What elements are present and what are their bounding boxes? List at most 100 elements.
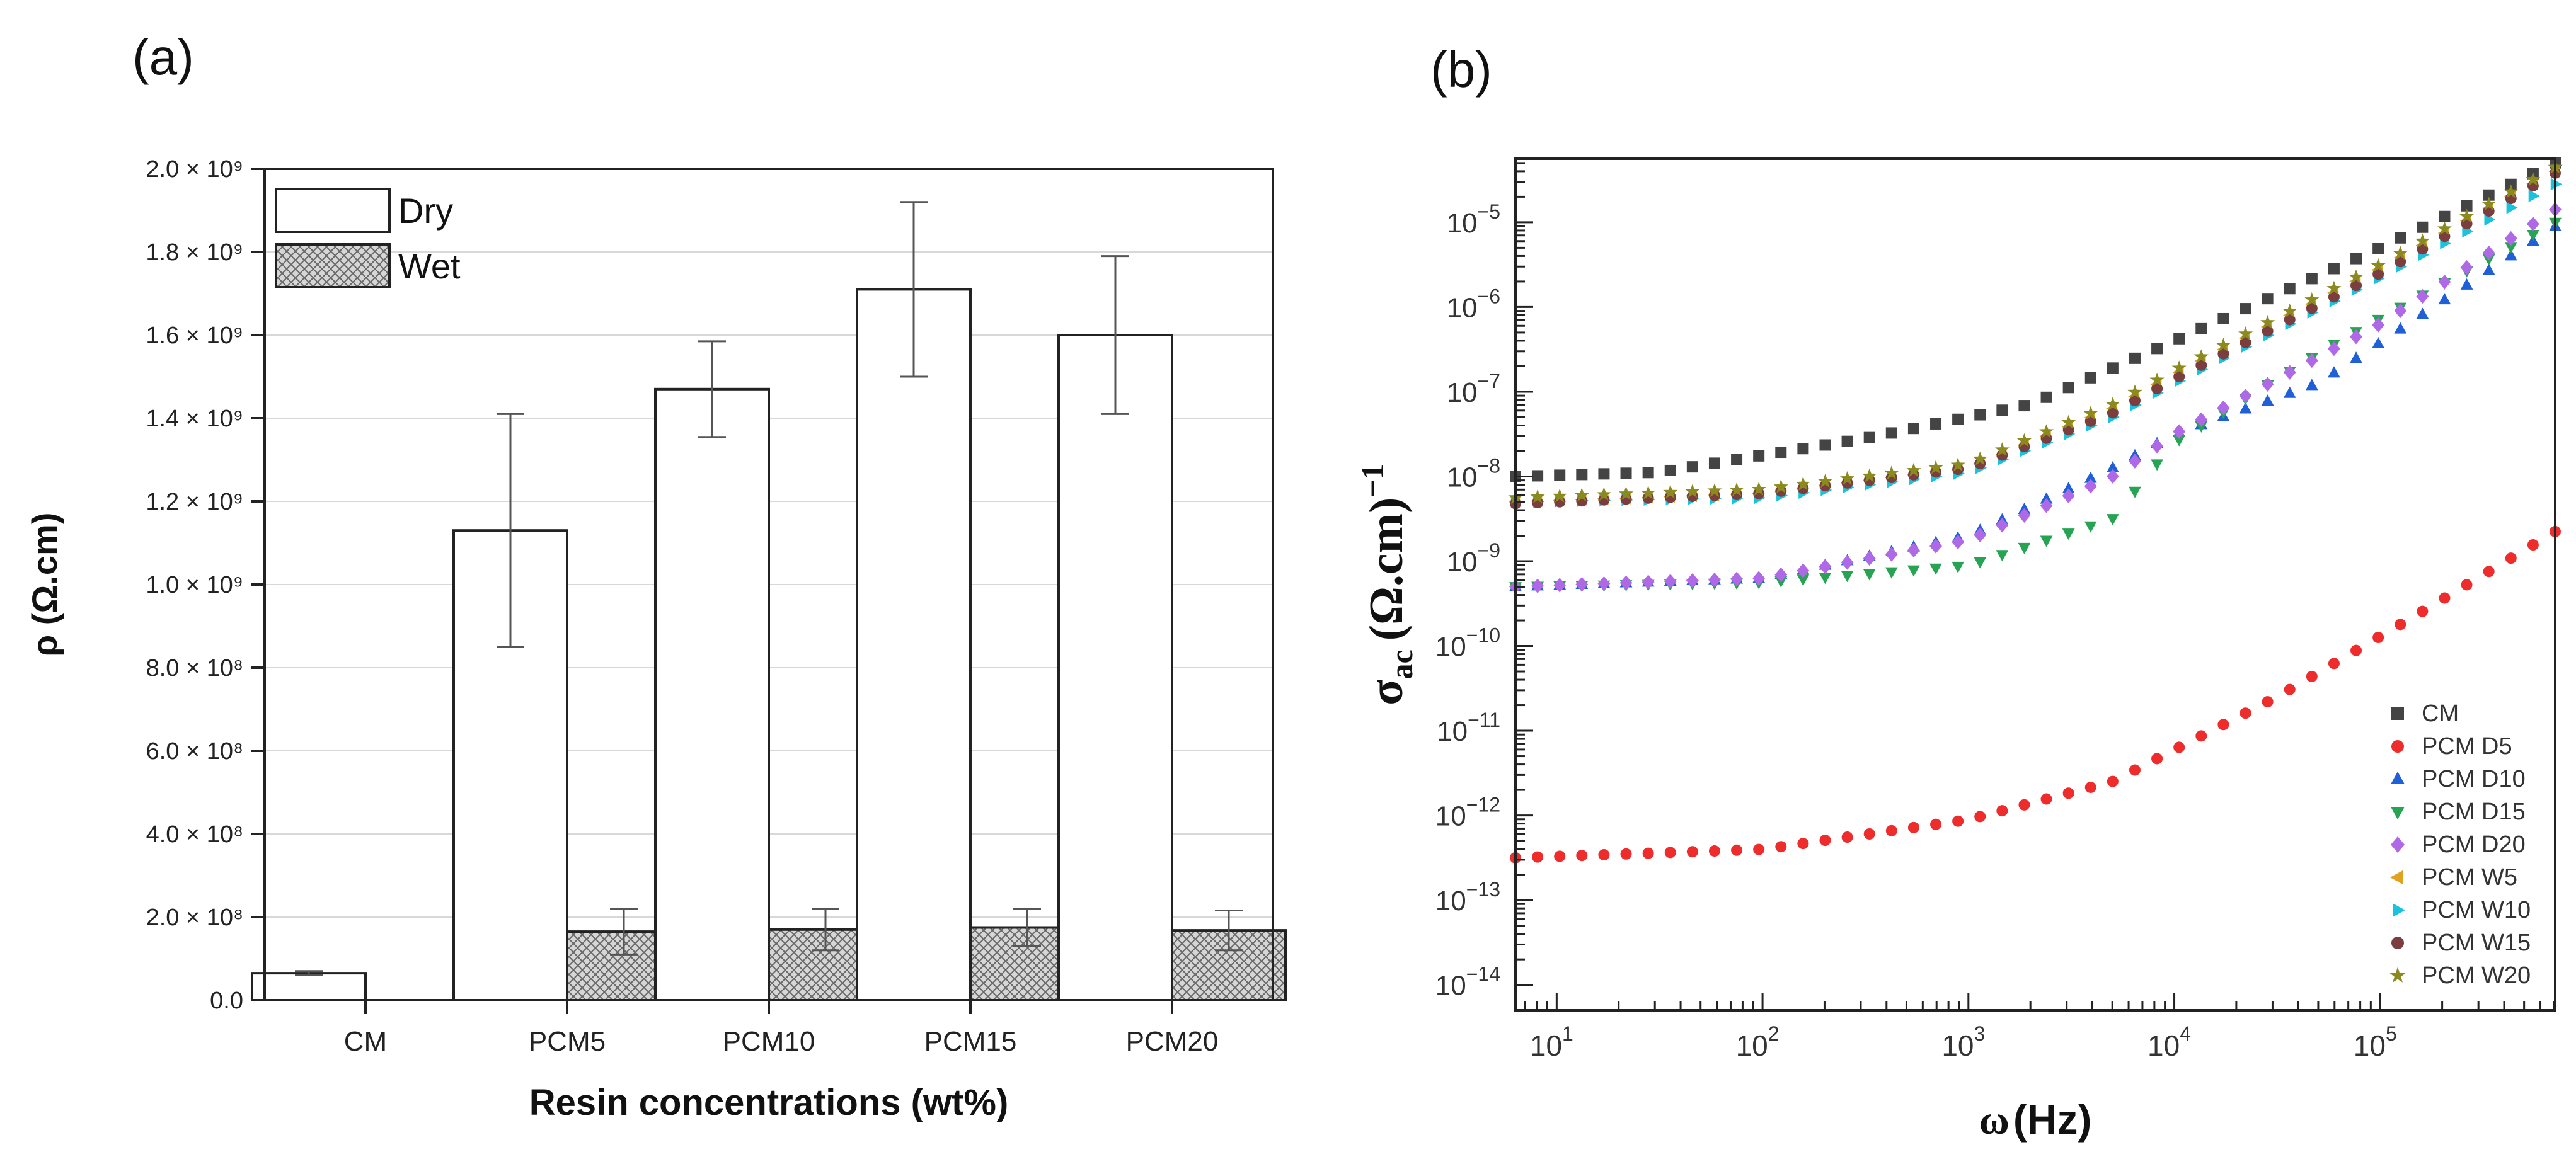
data-point	[2328, 263, 2340, 275]
data-point	[1532, 851, 1544, 863]
data-point	[2460, 260, 2473, 275]
data-point	[2106, 514, 2119, 526]
data-point	[1974, 527, 1987, 542]
tick-base: 10	[1447, 208, 1478, 239]
panel-b: (b) 10−1410−1310−1210−1110−1010−910−810−…	[1355, 42, 2563, 1143]
data-point	[1620, 848, 1632, 860]
data-point	[1686, 573, 1699, 588]
data-point	[2107, 775, 2119, 787]
data-point	[2328, 658, 2340, 670]
data-point	[2194, 349, 2209, 363]
data-point	[2526, 229, 2539, 241]
data-point	[2040, 498, 2053, 513]
data-point	[2083, 406, 2098, 420]
data-point	[1708, 457, 1720, 469]
data-point	[2395, 256, 2406, 268]
x-tick-label: PCM5	[529, 1026, 606, 1057]
data-point	[1775, 841, 1787, 853]
data-point	[2461, 218, 2473, 230]
data-point	[2061, 414, 2076, 429]
data-point	[1576, 469, 1588, 481]
data-point	[1596, 487, 1611, 501]
data-point	[1885, 427, 1897, 439]
data-point	[1863, 551, 1876, 566]
data-point	[1598, 849, 1610, 861]
data-point	[2482, 263, 2495, 275]
data-point	[2350, 253, 2362, 265]
y-tick-label: 1.8 × 10⁹	[146, 239, 243, 266]
data-point	[1797, 443, 1809, 455]
legend-label-dry: Dry	[398, 191, 453, 231]
data-point	[2240, 707, 2251, 719]
data-point	[2062, 482, 2075, 494]
data-point	[2240, 303, 2251, 315]
plot-frame-b	[1514, 157, 2556, 1012]
data-point	[2084, 479, 2097, 494]
data-point	[2173, 435, 2186, 447]
data-point	[1797, 574, 1810, 586]
tick-exponent: 4	[2180, 1022, 2191, 1045]
x-ticks: CM PCM5 PCM10 PCM15 PCM20	[344, 1000, 1218, 1057]
x-axis-label-b: ω(Hz)	[1979, 1096, 2092, 1143]
data-point	[2129, 352, 2141, 364]
legend-b: CM PCM D5 PCM D10 PCM D15 PCM D20 PCM W5 PCM W…	[2389, 700, 2531, 989]
data-point	[1532, 470, 1544, 482]
y-tick-label: 8.0 × 10⁸	[146, 655, 243, 682]
x-ticks: 101 102 103 104 105	[1524, 993, 2555, 1062]
data-point	[2062, 382, 2074, 394]
data-point	[1840, 471, 1855, 485]
x-tick-label: PCM10	[723, 1026, 815, 1057]
data-point	[2504, 184, 2519, 198]
data-point	[2217, 400, 2230, 416]
data-point	[2040, 492, 2053, 504]
data-point	[1642, 847, 1654, 859]
data-point	[2262, 325, 2274, 337]
data-point	[2506, 201, 2518, 214]
x-tick-label: 101	[1530, 1022, 1573, 1062]
data-point	[2173, 333, 2185, 345]
series-cm	[1510, 157, 2561, 482]
data-point	[2084, 471, 2097, 483]
series-pcm-w10	[1510, 178, 2562, 508]
tick-exponent: −6	[1478, 285, 1500, 307]
data-point	[2129, 395, 2141, 407]
data-point	[2262, 696, 2274, 708]
data-point	[1774, 567, 1788, 583]
y-tick-label: 1.6 × 10⁹	[146, 322, 243, 349]
data-point	[2438, 293, 2451, 305]
legend-swatch-dry	[275, 188, 391, 233]
data-point	[1773, 479, 1788, 493]
data-point	[2173, 741, 2185, 753]
data-point	[1642, 467, 1654, 479]
data-point	[2306, 302, 2318, 314]
legend-marker	[2391, 740, 2404, 753]
legend-swatch-wet	[275, 243, 391, 288]
series-pcm-d10	[1509, 219, 2562, 591]
bar-dry	[1057, 334, 1173, 1001]
data-point	[2350, 280, 2362, 292]
data-point	[1598, 468, 1610, 480]
data-point	[1797, 563, 1810, 578]
data-point	[1641, 485, 1656, 499]
legend-marker	[2391, 707, 2404, 720]
y-tick-label: 1.2 × 10⁹	[146, 489, 243, 515]
error-bars	[295, 201, 1243, 976]
data-point	[2460, 278, 2473, 290]
series-pcm-w20	[1508, 159, 2563, 504]
data-point	[2438, 274, 2451, 290]
data-point	[2527, 539, 2539, 551]
data-point	[1576, 850, 1588, 862]
data-point	[1819, 573, 1832, 585]
data-point	[1552, 488, 1567, 503]
data-point	[2394, 322, 2407, 334]
data-point	[1530, 489, 1545, 503]
tick-base: 10	[1435, 801, 1466, 832]
data-point	[2349, 269, 2364, 283]
data-point	[1686, 846, 1698, 858]
y-ticks: 0.0 2.0 × 10⁸ 4.0 × 10⁸ 6.0 × 10⁸ 8.0 × 10⁸ 1…	[146, 156, 265, 1014]
x-axis-label-a: Resin concentrations (wt%)	[529, 1082, 1009, 1123]
data-point	[1685, 484, 1700, 498]
data-point	[2262, 293, 2274, 305]
y-tick-label: 0.0	[210, 988, 243, 1014]
data-point	[1819, 835, 1831, 847]
